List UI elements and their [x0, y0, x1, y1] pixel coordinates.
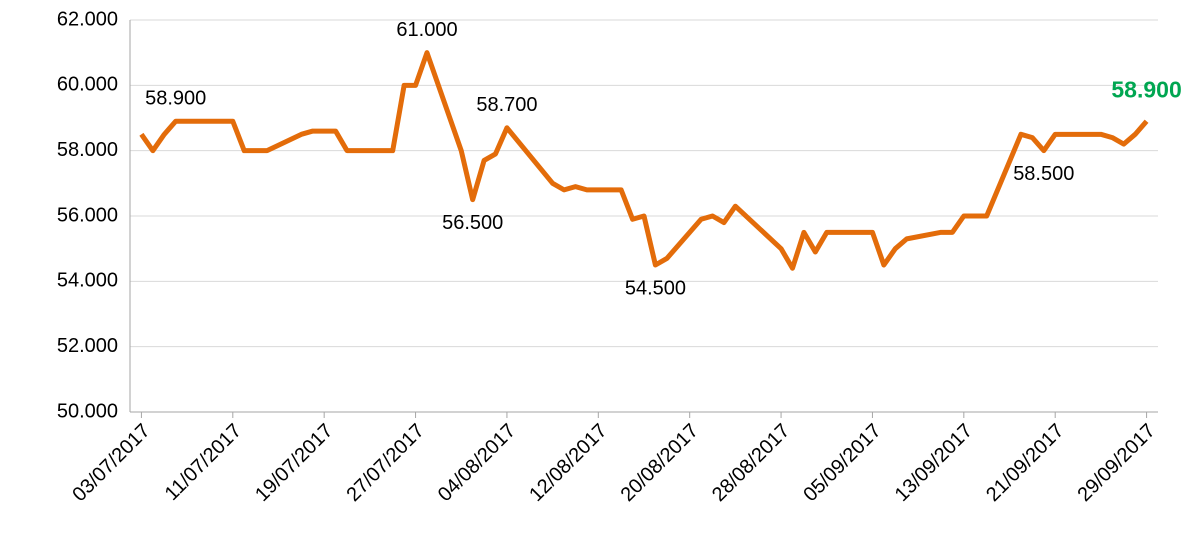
x-tick-label: 21/09/2017 — [982, 420, 1068, 506]
data-label: 61.000 — [396, 19, 457, 41]
x-tick-label: 04/08/2017 — [434, 420, 520, 506]
x-tick-label: 19/07/2017 — [251, 420, 337, 506]
data-label: 58.900 — [1111, 76, 1181, 102]
y-tick-label: 54.000 — [57, 270, 118, 292]
data-label: 54.500 — [625, 277, 686, 299]
y-tick-label: 60.000 — [57, 74, 118, 96]
x-tick-label: 11/07/2017 — [161, 420, 246, 505]
line — [139, 50, 1149, 271]
x-tick-label: 29/09/2017 — [1074, 420, 1160, 506]
y-tick-label: 62.000 — [57, 8, 118, 30]
x-tick-label: 28/08/2017 — [708, 420, 794, 506]
data-label: 58.900 — [145, 88, 206, 110]
y-tick-label: 52.000 — [57, 335, 118, 357]
x-tick-label: 27/07/2017 — [342, 420, 428, 506]
y-tick-label: 58.000 — [57, 139, 118, 161]
y-tick-label: 50.000 — [57, 400, 118, 422]
data-label: 58.500 — [1013, 163, 1074, 185]
x-tick-label: 05/09/2017 — [799, 420, 885, 506]
y-tick-label: 56.000 — [57, 204, 118, 226]
x-tick-label: 03/07/2017 — [68, 420, 154, 506]
x-tick-label: 20/08/2017 — [617, 420, 703, 506]
data-label: 58.700 — [476, 94, 537, 116]
data-label: 56.500 — [442, 212, 503, 234]
x-tick-label: 12/08/2017 — [525, 420, 611, 506]
x-tick-label: 13/09/2017 — [891, 420, 977, 506]
